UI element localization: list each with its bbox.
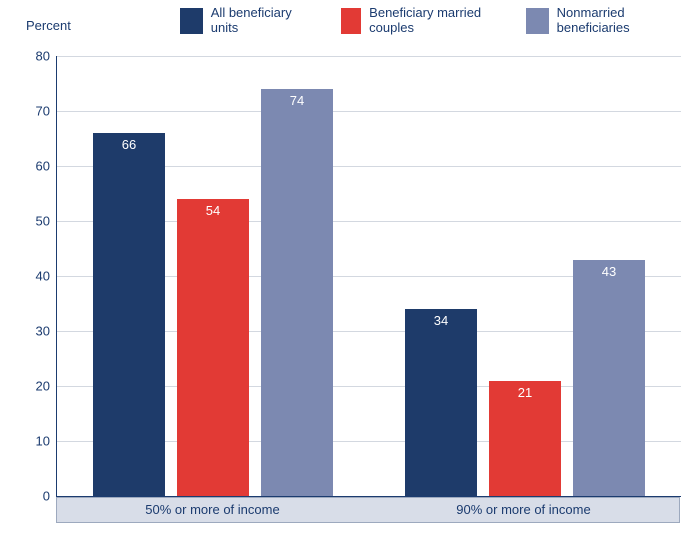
bar-nonmarried-g1: 43 (573, 260, 645, 497)
legend-label: Nonmarried beneficiaries (557, 6, 680, 36)
y-tick-label: 30 (10, 324, 50, 339)
legend-swatch (180, 8, 203, 34)
y-tick-label: 50 (10, 214, 50, 229)
legend-item-nonmarried: Nonmarried beneficiaries (526, 6, 680, 36)
y-tick-label: 0 (10, 489, 50, 504)
y-tick-label: 60 (10, 159, 50, 174)
bar-married-g1: 21 (489, 381, 561, 497)
y-tick-label: 20 (10, 379, 50, 394)
y-tick-label: 10 (10, 434, 50, 449)
category-label: 50% or more of income (57, 498, 368, 522)
bar-nonmarried-g0: 74 (261, 89, 333, 496)
bar-all-g1: 34 (405, 309, 477, 496)
category-axis: 50% or more of income 90% or more of inc… (56, 497, 680, 523)
bar-value-label: 66 (93, 137, 165, 152)
y-tick-label: 80 (10, 49, 50, 64)
category-label: 90% or more of income (368, 498, 679, 522)
y-tick-label: 70 (10, 104, 50, 119)
legend-label: Beneficiary married couples (369, 6, 494, 36)
chart-container: Percent All beneficiary units Beneficiar… (0, 0, 700, 543)
legend-item-all: All beneficiary units (180, 6, 309, 36)
y-axis-title: Percent (26, 18, 71, 33)
bar-value-label: 74 (261, 93, 333, 108)
bar-all-g0: 66 (93, 133, 165, 496)
y-tick-label: 40 (10, 269, 50, 284)
bar-value-label: 21 (489, 385, 561, 400)
plot-area: 66 54 74 34 21 43 (56, 56, 681, 497)
bar-value-label: 43 (573, 264, 645, 279)
grid-line (57, 56, 681, 57)
legend-swatch (526, 8, 548, 34)
legend: All beneficiary units Beneficiary marrie… (180, 6, 680, 36)
grid-line (57, 111, 681, 112)
legend-item-married: Beneficiary married couples (341, 6, 495, 36)
bar-value-label: 54 (177, 203, 249, 218)
bar-married-g0: 54 (177, 199, 249, 496)
legend-label: All beneficiary units (211, 6, 309, 36)
legend-swatch (341, 8, 361, 34)
bar-value-label: 34 (405, 313, 477, 328)
